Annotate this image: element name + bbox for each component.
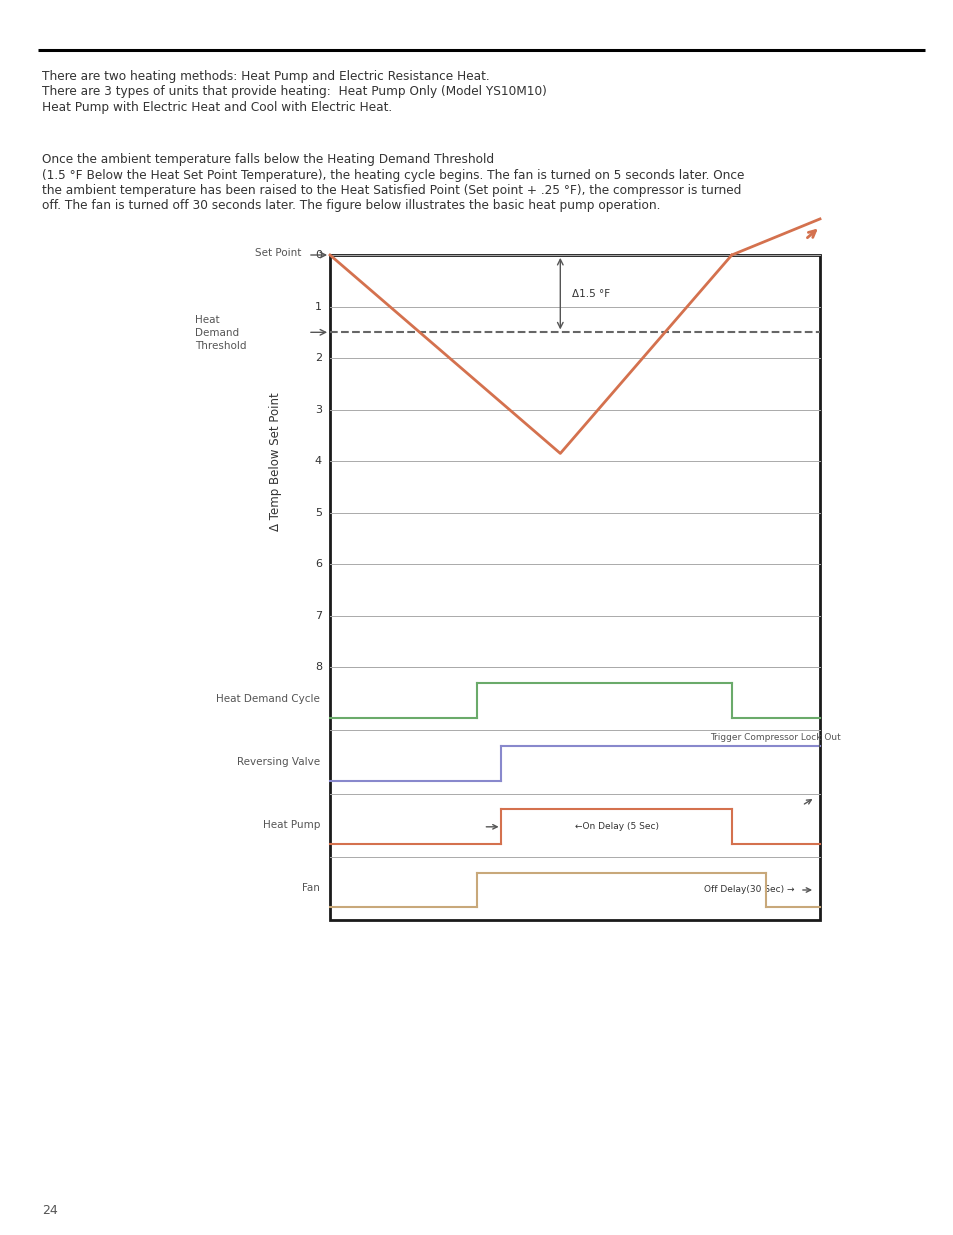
- Text: 24: 24: [42, 1204, 58, 1216]
- Text: Once the ambient temperature falls below the Heating Demand Threshold: Once the ambient temperature falls below…: [42, 153, 494, 165]
- Text: Heat: Heat: [194, 315, 219, 325]
- Bar: [330, 254, 820, 920]
- Text: 3: 3: [314, 405, 322, 415]
- Text: 8: 8: [314, 662, 322, 672]
- Text: off. The fan is turned off 30 seconds later. The figure below illustrates the ba: off. The fan is turned off 30 seconds la…: [42, 200, 659, 212]
- Text: Off Delay(30 Sec) →: Off Delay(30 Sec) →: [703, 885, 793, 894]
- Text: There are two heating methods: Heat Pump and Electric Resistance Heat.: There are two heating methods: Heat Pump…: [42, 70, 489, 83]
- Text: Heat Demand Cycle: Heat Demand Cycle: [216, 694, 319, 704]
- Text: Threshold: Threshold: [194, 341, 246, 351]
- Text: 7: 7: [314, 611, 322, 621]
- Text: ←On Delay (5 Sec): ←On Delay (5 Sec): [574, 823, 658, 831]
- Text: Δ Temp Below Set Point: Δ Temp Below Set Point: [268, 391, 281, 531]
- Text: Δ1.5 °F: Δ1.5 °F: [572, 289, 610, 299]
- Text: Fan: Fan: [302, 883, 319, 893]
- Text: Demand: Demand: [194, 329, 239, 338]
- Text: (1.5 °F Below the Heat Set Point Temperature), the heating cycle begins. The fan: (1.5 °F Below the Heat Set Point Tempera…: [42, 168, 743, 182]
- Text: There are 3 types of units that provide heating:  Heat Pump Only (Model YS10M10): There are 3 types of units that provide …: [42, 85, 546, 99]
- Text: 5: 5: [314, 508, 322, 517]
- Text: Reversing Valve: Reversing Valve: [236, 757, 319, 767]
- Text: 1: 1: [314, 301, 322, 311]
- Text: Trigger Compressor Lock Out: Trigger Compressor Lock Out: [710, 734, 841, 742]
- Text: 4: 4: [314, 456, 322, 466]
- Text: Heat Pump: Heat Pump: [262, 820, 319, 830]
- Text: 0: 0: [314, 249, 322, 261]
- Text: 2: 2: [314, 353, 322, 363]
- Text: Set Point: Set Point: [254, 248, 301, 258]
- Text: Heat Pump with Electric Heat and Cool with Electric Heat.: Heat Pump with Electric Heat and Cool wi…: [42, 101, 392, 114]
- Text: 6: 6: [314, 559, 322, 569]
- Text: the ambient temperature has been raised to the Heat Satisfied Point (Set point +: the ambient temperature has been raised …: [42, 184, 740, 198]
